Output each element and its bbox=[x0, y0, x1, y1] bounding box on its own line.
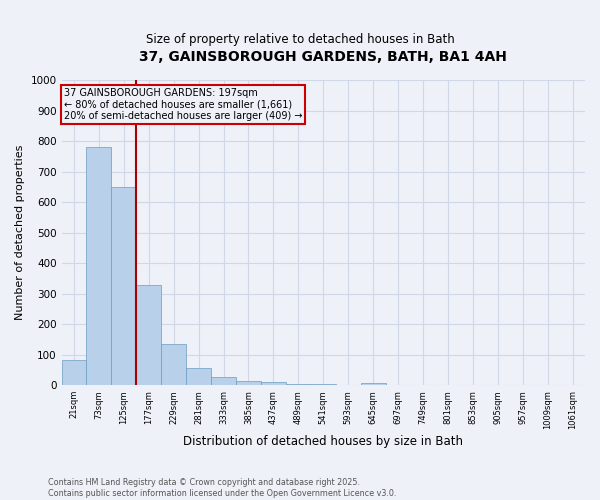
Bar bbox=[136, 284, 161, 385]
Bar bbox=[261, 382, 286, 385]
Text: Contains HM Land Registry data © Crown copyright and database right 2025.
Contai: Contains HM Land Registry data © Crown c… bbox=[48, 478, 397, 498]
X-axis label: Distribution of detached houses by size in Bath: Distribution of detached houses by size … bbox=[183, 434, 463, 448]
Bar bbox=[286, 384, 311, 385]
Bar bbox=[86, 148, 112, 385]
Title: 37, GAINSBOROUGH GARDENS, BATH, BA1 4AH: 37, GAINSBOROUGH GARDENS, BATH, BA1 4AH bbox=[139, 50, 507, 64]
Text: Size of property relative to detached houses in Bath: Size of property relative to detached ho… bbox=[146, 32, 454, 46]
Bar bbox=[62, 360, 86, 385]
Text: 37 GAINSBOROUGH GARDENS: 197sqm
← 80% of detached houses are smaller (1,661)
20%: 37 GAINSBOROUGH GARDENS: 197sqm ← 80% of… bbox=[64, 88, 302, 122]
Bar bbox=[311, 384, 336, 385]
Bar bbox=[361, 383, 386, 385]
Bar bbox=[112, 187, 136, 385]
Bar bbox=[236, 381, 261, 385]
Y-axis label: Number of detached properties: Number of detached properties bbox=[15, 145, 25, 320]
Bar bbox=[186, 368, 211, 385]
Bar bbox=[161, 344, 186, 385]
Bar bbox=[211, 378, 236, 385]
